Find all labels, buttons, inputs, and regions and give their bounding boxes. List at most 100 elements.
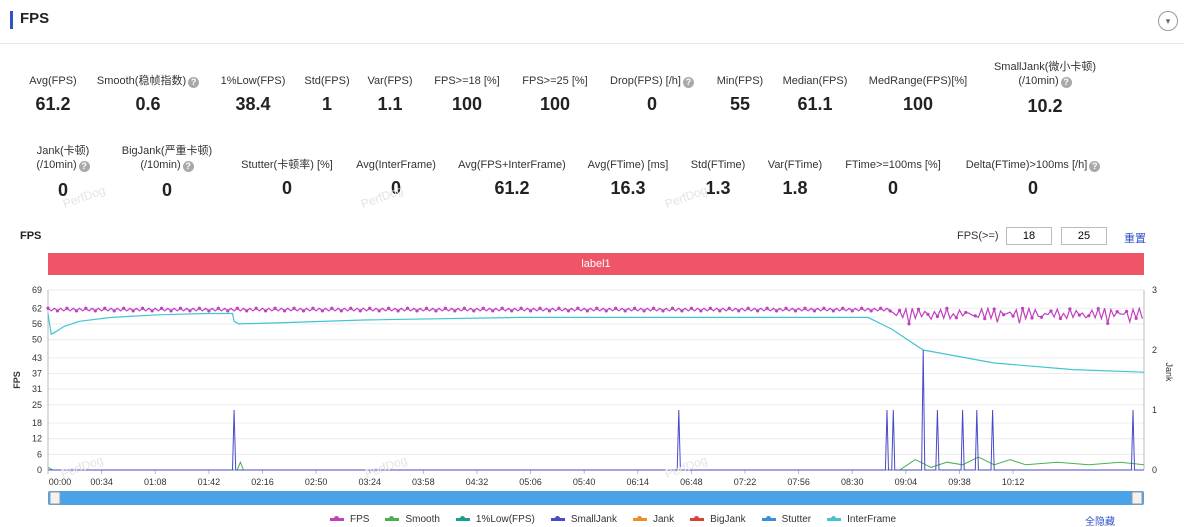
legend-item[interactable]: Stutter xyxy=(761,514,811,525)
fps-point xyxy=(860,306,864,310)
metric-value: 1 xyxy=(321,94,332,114)
fps-point xyxy=(756,309,760,313)
fps-point xyxy=(916,307,921,311)
metric-label: BigJank(严重卡顿) xyxy=(121,145,213,157)
metric-value: 0 xyxy=(57,180,68,200)
metric-label: Avg(FPS+InterFrame) xyxy=(458,159,566,171)
metric-unit-label: (/10min)? xyxy=(0,158,138,172)
fps-point xyxy=(216,306,220,310)
metric-value: 61.2 xyxy=(35,94,71,114)
reset-button[interactable]: 重置 xyxy=(1124,233,1146,245)
metric-metrics_row2-4: Avg(FPS+InterFrame) 61.2 xyxy=(437,158,587,199)
y-tick-label: 69 xyxy=(32,285,42,295)
x-tick-label: 09:04 xyxy=(895,477,918,487)
fps-point xyxy=(897,308,902,312)
interframe-line xyxy=(47,312,1145,373)
fps-point xyxy=(727,306,731,310)
metric-metrics_row1-8: Min(FPS) 55 xyxy=(665,74,815,115)
y2-tick-label: 3 xyxy=(1152,285,1157,295)
x-tick-label: 09:38 xyxy=(948,477,971,487)
legend-swatch-icon xyxy=(550,515,565,521)
help-icon[interactable]: ? xyxy=(1060,77,1072,88)
help-icon[interactable]: ? xyxy=(682,77,694,88)
legend-item[interactable]: Smooth xyxy=(385,514,440,525)
legend-swatch-icon xyxy=(330,515,344,521)
x-tick-label: 04:32 xyxy=(466,477,489,487)
legend-swatch-icon xyxy=(690,515,705,521)
legend-item[interactable]: SmallJank xyxy=(550,514,617,525)
fps-point xyxy=(1011,314,1015,318)
slider-handle-right[interactable] xyxy=(1131,491,1143,505)
fps-point xyxy=(481,306,485,310)
help-icon[interactable]: ? xyxy=(188,77,200,88)
fps-point xyxy=(1030,316,1034,320)
x-tick-label: 05:40 xyxy=(573,477,596,487)
metric-metrics_row1-3: Std(FPS) 1 xyxy=(252,74,402,115)
hide-all-button[interactable]: 全隐藏 xyxy=(1085,517,1115,527)
fps-point xyxy=(538,306,542,310)
fps-point xyxy=(424,306,429,310)
fps-point xyxy=(557,306,561,310)
fps-point xyxy=(93,309,97,313)
fps-point xyxy=(320,309,324,313)
fps-point xyxy=(774,309,779,313)
fps-point xyxy=(1125,309,1129,313)
slider-handle-left[interactable] xyxy=(49,491,61,505)
x-tick-label: 01:08 xyxy=(144,477,167,487)
fps-threshold-input-2[interactable] xyxy=(1061,227,1107,245)
metric-label: Var(FTime) xyxy=(767,159,823,171)
help-icon[interactable]: ? xyxy=(1089,161,1101,172)
fps-point xyxy=(595,306,599,310)
legend-item[interactable]: InterFrame xyxy=(827,514,896,525)
metric-metrics_row2-1: BigJank(严重卡顿) (/10min)? 0 xyxy=(92,144,242,201)
help-icon[interactable]: ? xyxy=(78,161,90,172)
metric-value: 100 xyxy=(451,94,483,114)
fps-point xyxy=(1134,316,1138,320)
fps-point xyxy=(1096,306,1100,311)
fps-point xyxy=(661,309,665,313)
header-accent-bar xyxy=(10,11,13,29)
y-tick-label: 50 xyxy=(32,335,42,345)
fps-point xyxy=(510,309,514,313)
metric-value: 0 xyxy=(1027,178,1038,198)
fps-point xyxy=(633,306,637,310)
metric-value: 16.3 xyxy=(610,178,646,198)
legend-item[interactable]: Jank xyxy=(632,514,674,525)
fps-point xyxy=(443,306,447,310)
fps-threshold-input-1[interactable] xyxy=(1006,227,1052,245)
collapse-chevron-icon[interactable]: ▾ xyxy=(1158,11,1178,31)
fps-point xyxy=(935,314,940,319)
metric-metrics_row2-2: Stutter(卡顿率) [%] 0 xyxy=(212,158,362,199)
y-tick-label: 6 xyxy=(37,449,42,459)
metric-value: 1.1 xyxy=(377,94,403,114)
y-axis-label: FPS xyxy=(12,371,22,389)
metric-label: 1%Low(FPS) xyxy=(220,75,286,87)
fps-point xyxy=(926,312,930,316)
legend-item[interactable]: FPS xyxy=(330,514,369,525)
fps-point xyxy=(651,306,656,310)
metric-label: Std(FTime) xyxy=(690,159,746,171)
legend-item[interactable]: 1%Low(FPS) xyxy=(455,514,535,525)
metric-label: Delta(FTime)>100ms [/h]? xyxy=(958,158,1108,172)
metric-unit-label: (/10min)? xyxy=(970,74,1120,88)
legend-swatch-icon xyxy=(761,515,776,521)
metric-label: Min(FPS) xyxy=(716,75,764,87)
legend-item[interactable]: BigJank xyxy=(690,514,746,525)
metric-value: 0 xyxy=(281,178,292,198)
x-tick-label: 00:00 xyxy=(49,477,72,487)
metric-label: Avg(FTime) [ms] xyxy=(587,159,669,171)
fps-point xyxy=(1002,313,1006,317)
fps-point xyxy=(1077,313,1081,317)
fps-point xyxy=(282,309,287,313)
fps-point xyxy=(1039,315,1044,319)
metric-value: 1.3 xyxy=(705,178,731,198)
label-band[interactable]: label1 xyxy=(48,253,1144,275)
metric-metrics_row2-0: Jank(卡顿) (/10min)? 0 xyxy=(0,144,138,201)
smalljank-line xyxy=(48,349,1144,471)
fps-point xyxy=(907,322,911,326)
help-icon[interactable]: ? xyxy=(182,161,194,172)
metric-value: 61.2 xyxy=(494,178,530,198)
time-range-slider xyxy=(48,491,1144,505)
metric-value: 0 xyxy=(390,178,401,198)
